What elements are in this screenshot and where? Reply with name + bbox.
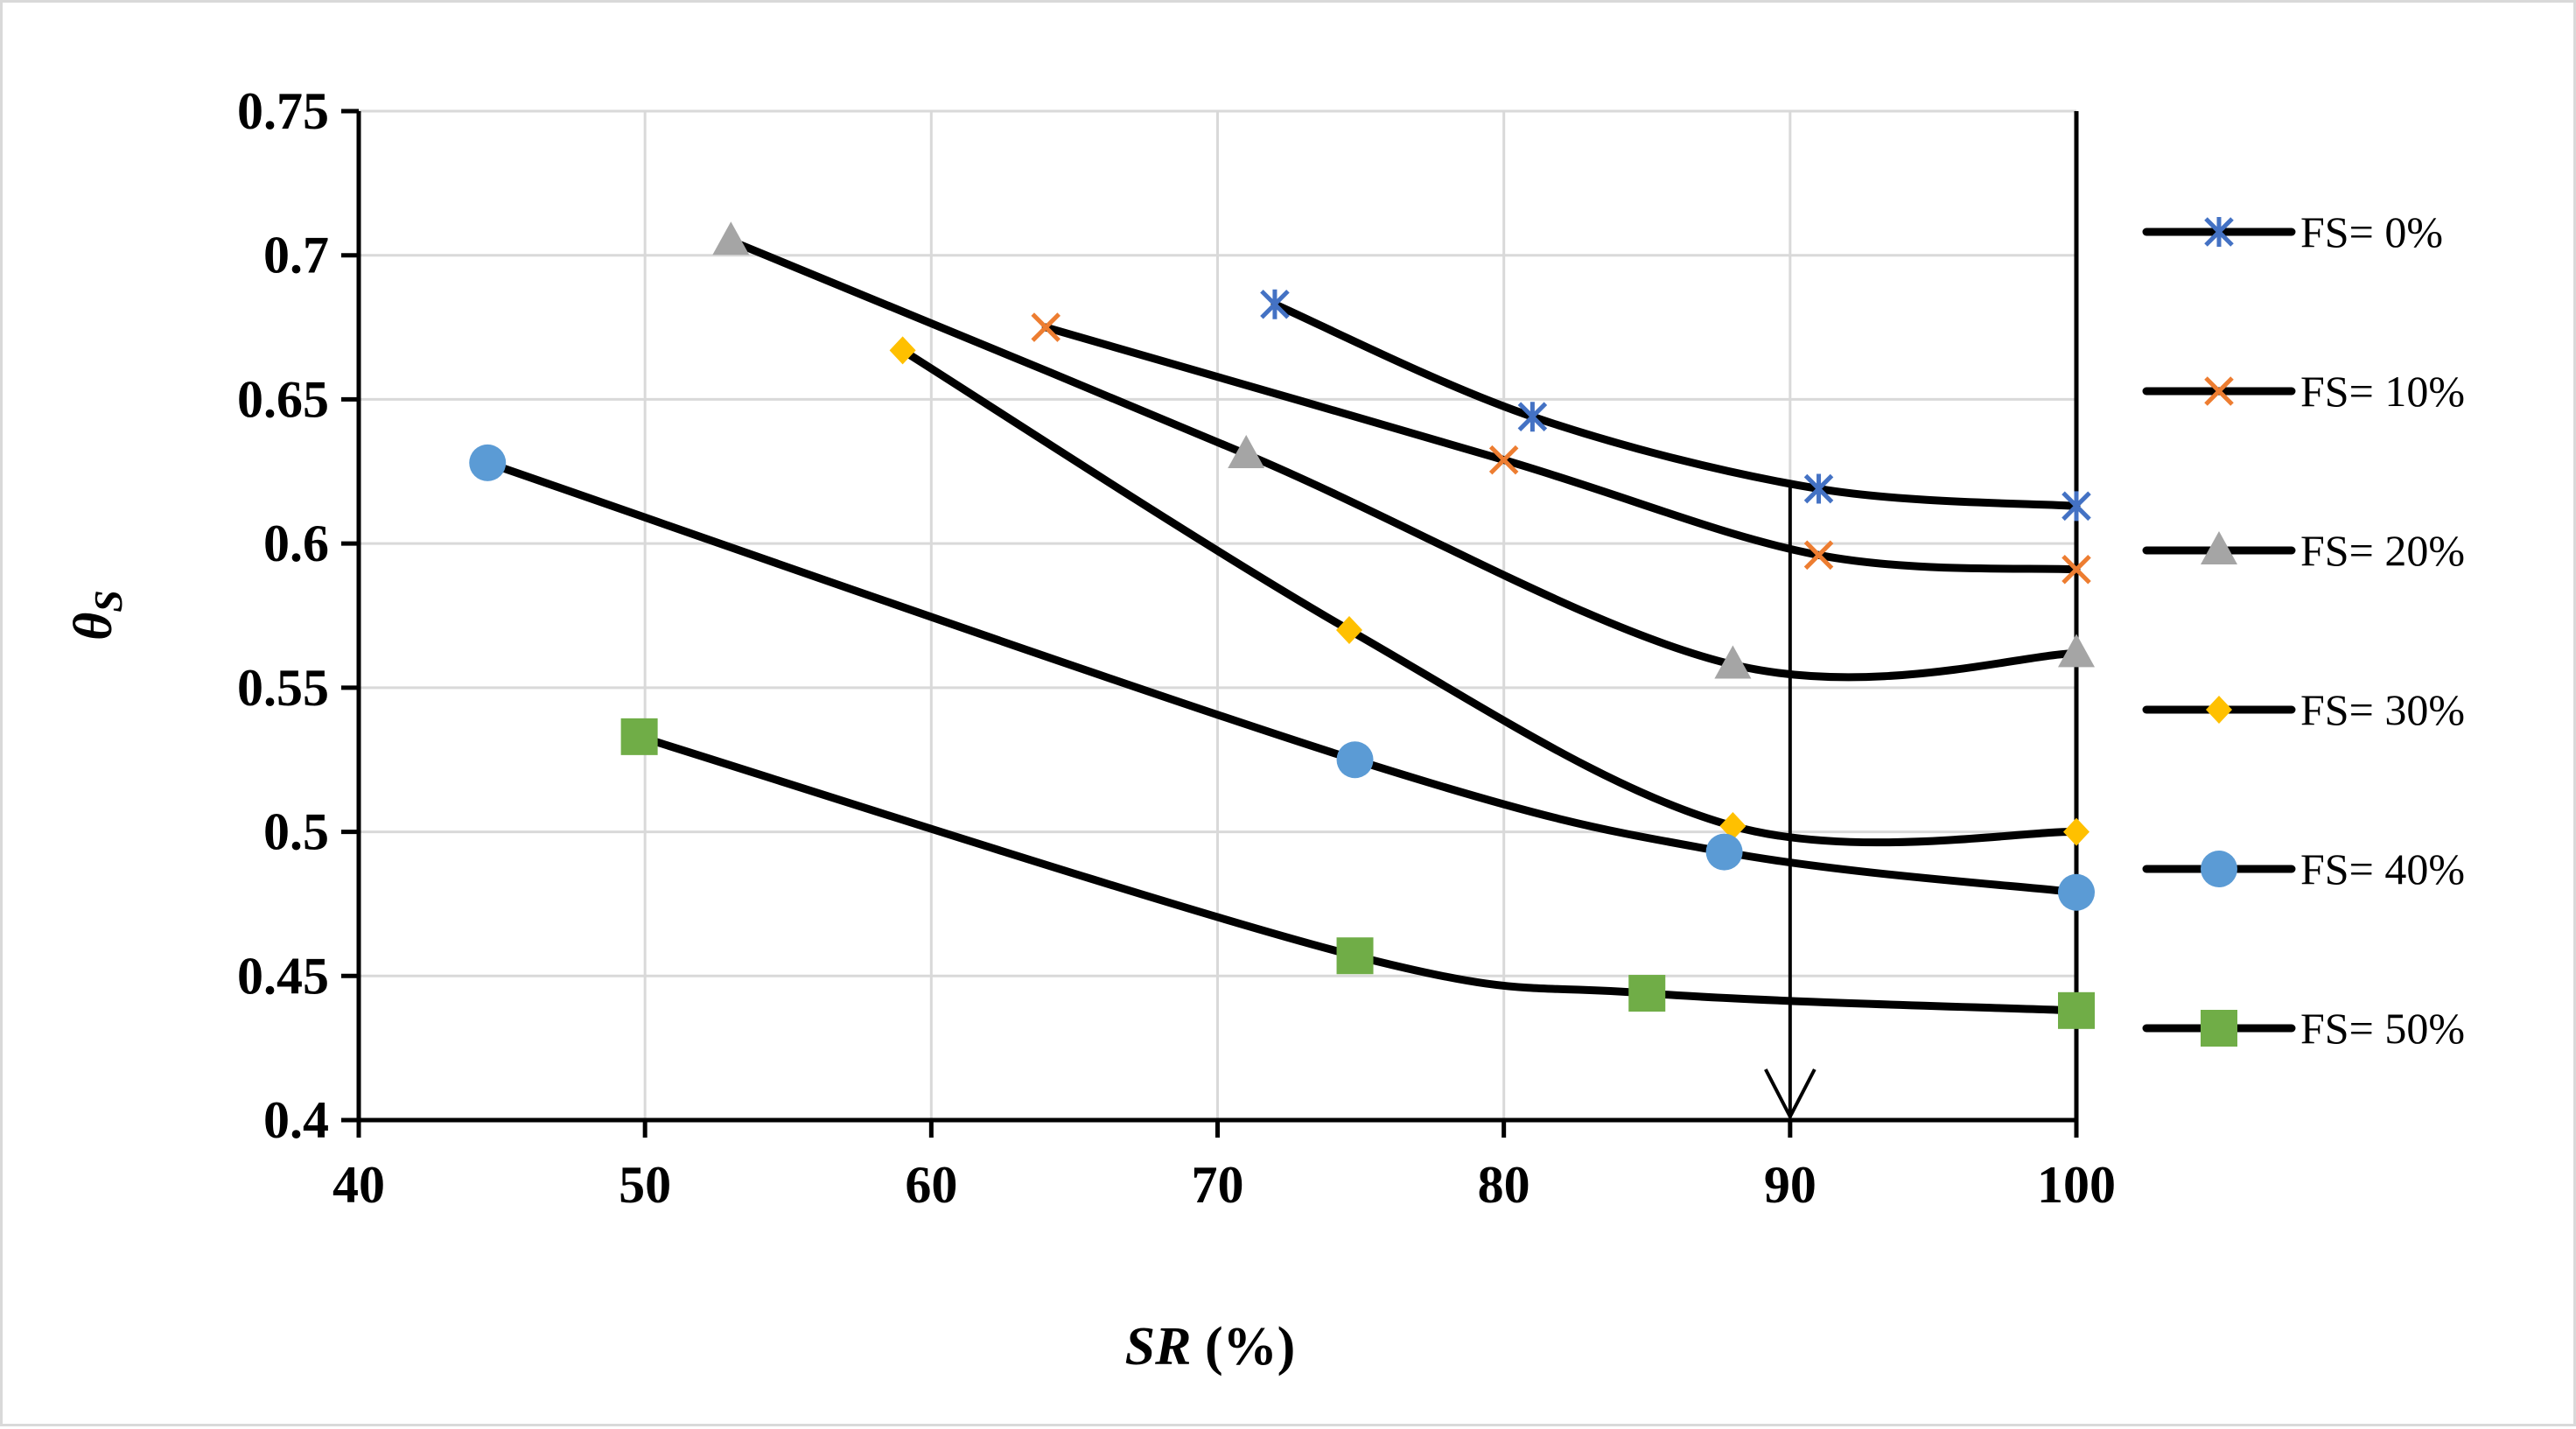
legend-label: FS= 50% — [2300, 1004, 2465, 1053]
data-point — [889, 336, 916, 365]
legend-marker — [2206, 696, 2232, 724]
series-curves — [483, 236, 2081, 1015]
x-tick-label: 70 — [1192, 1156, 1244, 1214]
legend: FS= 0% FS= 10% FS= 20% FS= 30% FS= 40% FS= 50… — [2142, 207, 2465, 1053]
legend-marker — [2201, 531, 2237, 564]
series-line-3 — [899, 346, 2081, 847]
legend-label: FS= 20% — [2300, 526, 2465, 575]
legend-entry: FS= 20% — [2142, 526, 2465, 575]
arrow-head — [1764, 1068, 1816, 1121]
data-point — [2062, 491, 2091, 522]
data-point — [1714, 645, 1752, 679]
legend-entry: FS= 30% — [2142, 685, 2465, 734]
y-tick-label: 0.5 — [263, 803, 329, 861]
y-tick-label: 0.55 — [237, 659, 329, 717]
data-point — [712, 221, 750, 256]
legend-label: FS= 10% — [2300, 367, 2465, 416]
data-point — [1335, 615, 1362, 644]
x-tick-label: 40 — [332, 1156, 385, 1214]
y-axis-title-symbol: θ — [64, 613, 123, 641]
data-point — [1488, 445, 1519, 475]
axes — [341, 109, 2079, 1138]
legend-marker — [2204, 217, 2234, 247]
data-point — [1228, 435, 1265, 469]
legend-marker — [2201, 1010, 2237, 1047]
y-tick-label: 0.45 — [237, 947, 329, 1005]
x-tick-label: 80 — [1478, 1156, 1530, 1214]
legend-marker — [2201, 851, 2237, 887]
y-tick-label: 0.75 — [237, 82, 329, 140]
data-point — [2062, 555, 2091, 585]
y-tick-label: 0.4 — [263, 1091, 329, 1149]
data-point — [469, 444, 507, 481]
legend-entry: FS= 40% — [2142, 844, 2465, 893]
legend-label: FS= 40% — [2300, 844, 2465, 893]
x-tick-label: 60 — [905, 1156, 957, 1214]
grid-lines — [359, 109, 2078, 1120]
x-axis-title: SR (%) — [1125, 1317, 1296, 1376]
data-point — [1260, 289, 1290, 319]
legend-entry: FS= 0% — [2142, 207, 2443, 256]
y-tick-label: 0.7 — [263, 227, 329, 284]
x-axis-title-unit: (%) — [1192, 1317, 1296, 1376]
data-point — [1719, 811, 1746, 840]
legend-marker — [2204, 376, 2234, 406]
series-line-4 — [483, 459, 2081, 897]
data-point — [2058, 991, 2095, 1029]
x-tick-label: 50 — [619, 1156, 671, 1214]
series-markers — [469, 221, 2095, 1029]
y-tick-label: 0.6 — [263, 515, 329, 572]
tick-labels: 40 50 60 70 80 90 100 0.4 0.45 0.5 0.55 0.6 0.65 0.7 0… — [237, 82, 2116, 1214]
x-tick-label: 90 — [1764, 1156, 1816, 1214]
y-axis-title-subscript: S — [86, 590, 130, 613]
data-point — [1705, 833, 1743, 871]
legend-label: FS= 30% — [2300, 685, 2465, 734]
series-line-1 — [1041, 323, 2081, 574]
y-axis-title: θS — [64, 590, 130, 641]
legend-label: FS= 0% — [2300, 207, 2443, 256]
data-point — [1336, 937, 1374, 975]
legend-entry: FS= 10% — [2142, 367, 2465, 416]
y-tick-label: 0.65 — [237, 370, 329, 428]
data-point — [620, 718, 658, 755]
x-tick-label: 100 — [2037, 1156, 2116, 1214]
data-point — [1031, 312, 1060, 342]
data-point — [1336, 741, 1374, 779]
series-line-5 — [635, 732, 2081, 1015]
series-line-0 — [1270, 300, 2081, 510]
data-point — [1628, 975, 1666, 1012]
data-point — [1517, 402, 1548, 432]
data-point — [1803, 540, 1834, 571]
data-point — [2058, 873, 2095, 911]
annotation-arrow — [1764, 486, 1816, 1121]
series-line-2 — [726, 236, 2081, 682]
legend-entry: FS= 50% — [2142, 1004, 2465, 1053]
data-point — [2063, 817, 2090, 846]
data-point — [2058, 634, 2095, 668]
x-axis-title-var: SR — [1125, 1317, 1192, 1376]
data-point — [1803, 473, 1834, 504]
chart-svg: 40 50 60 70 80 90 100 0.4 0.45 0.5 0.55 0.6 0.65 0.7 0… — [64, 82, 2465, 1376]
